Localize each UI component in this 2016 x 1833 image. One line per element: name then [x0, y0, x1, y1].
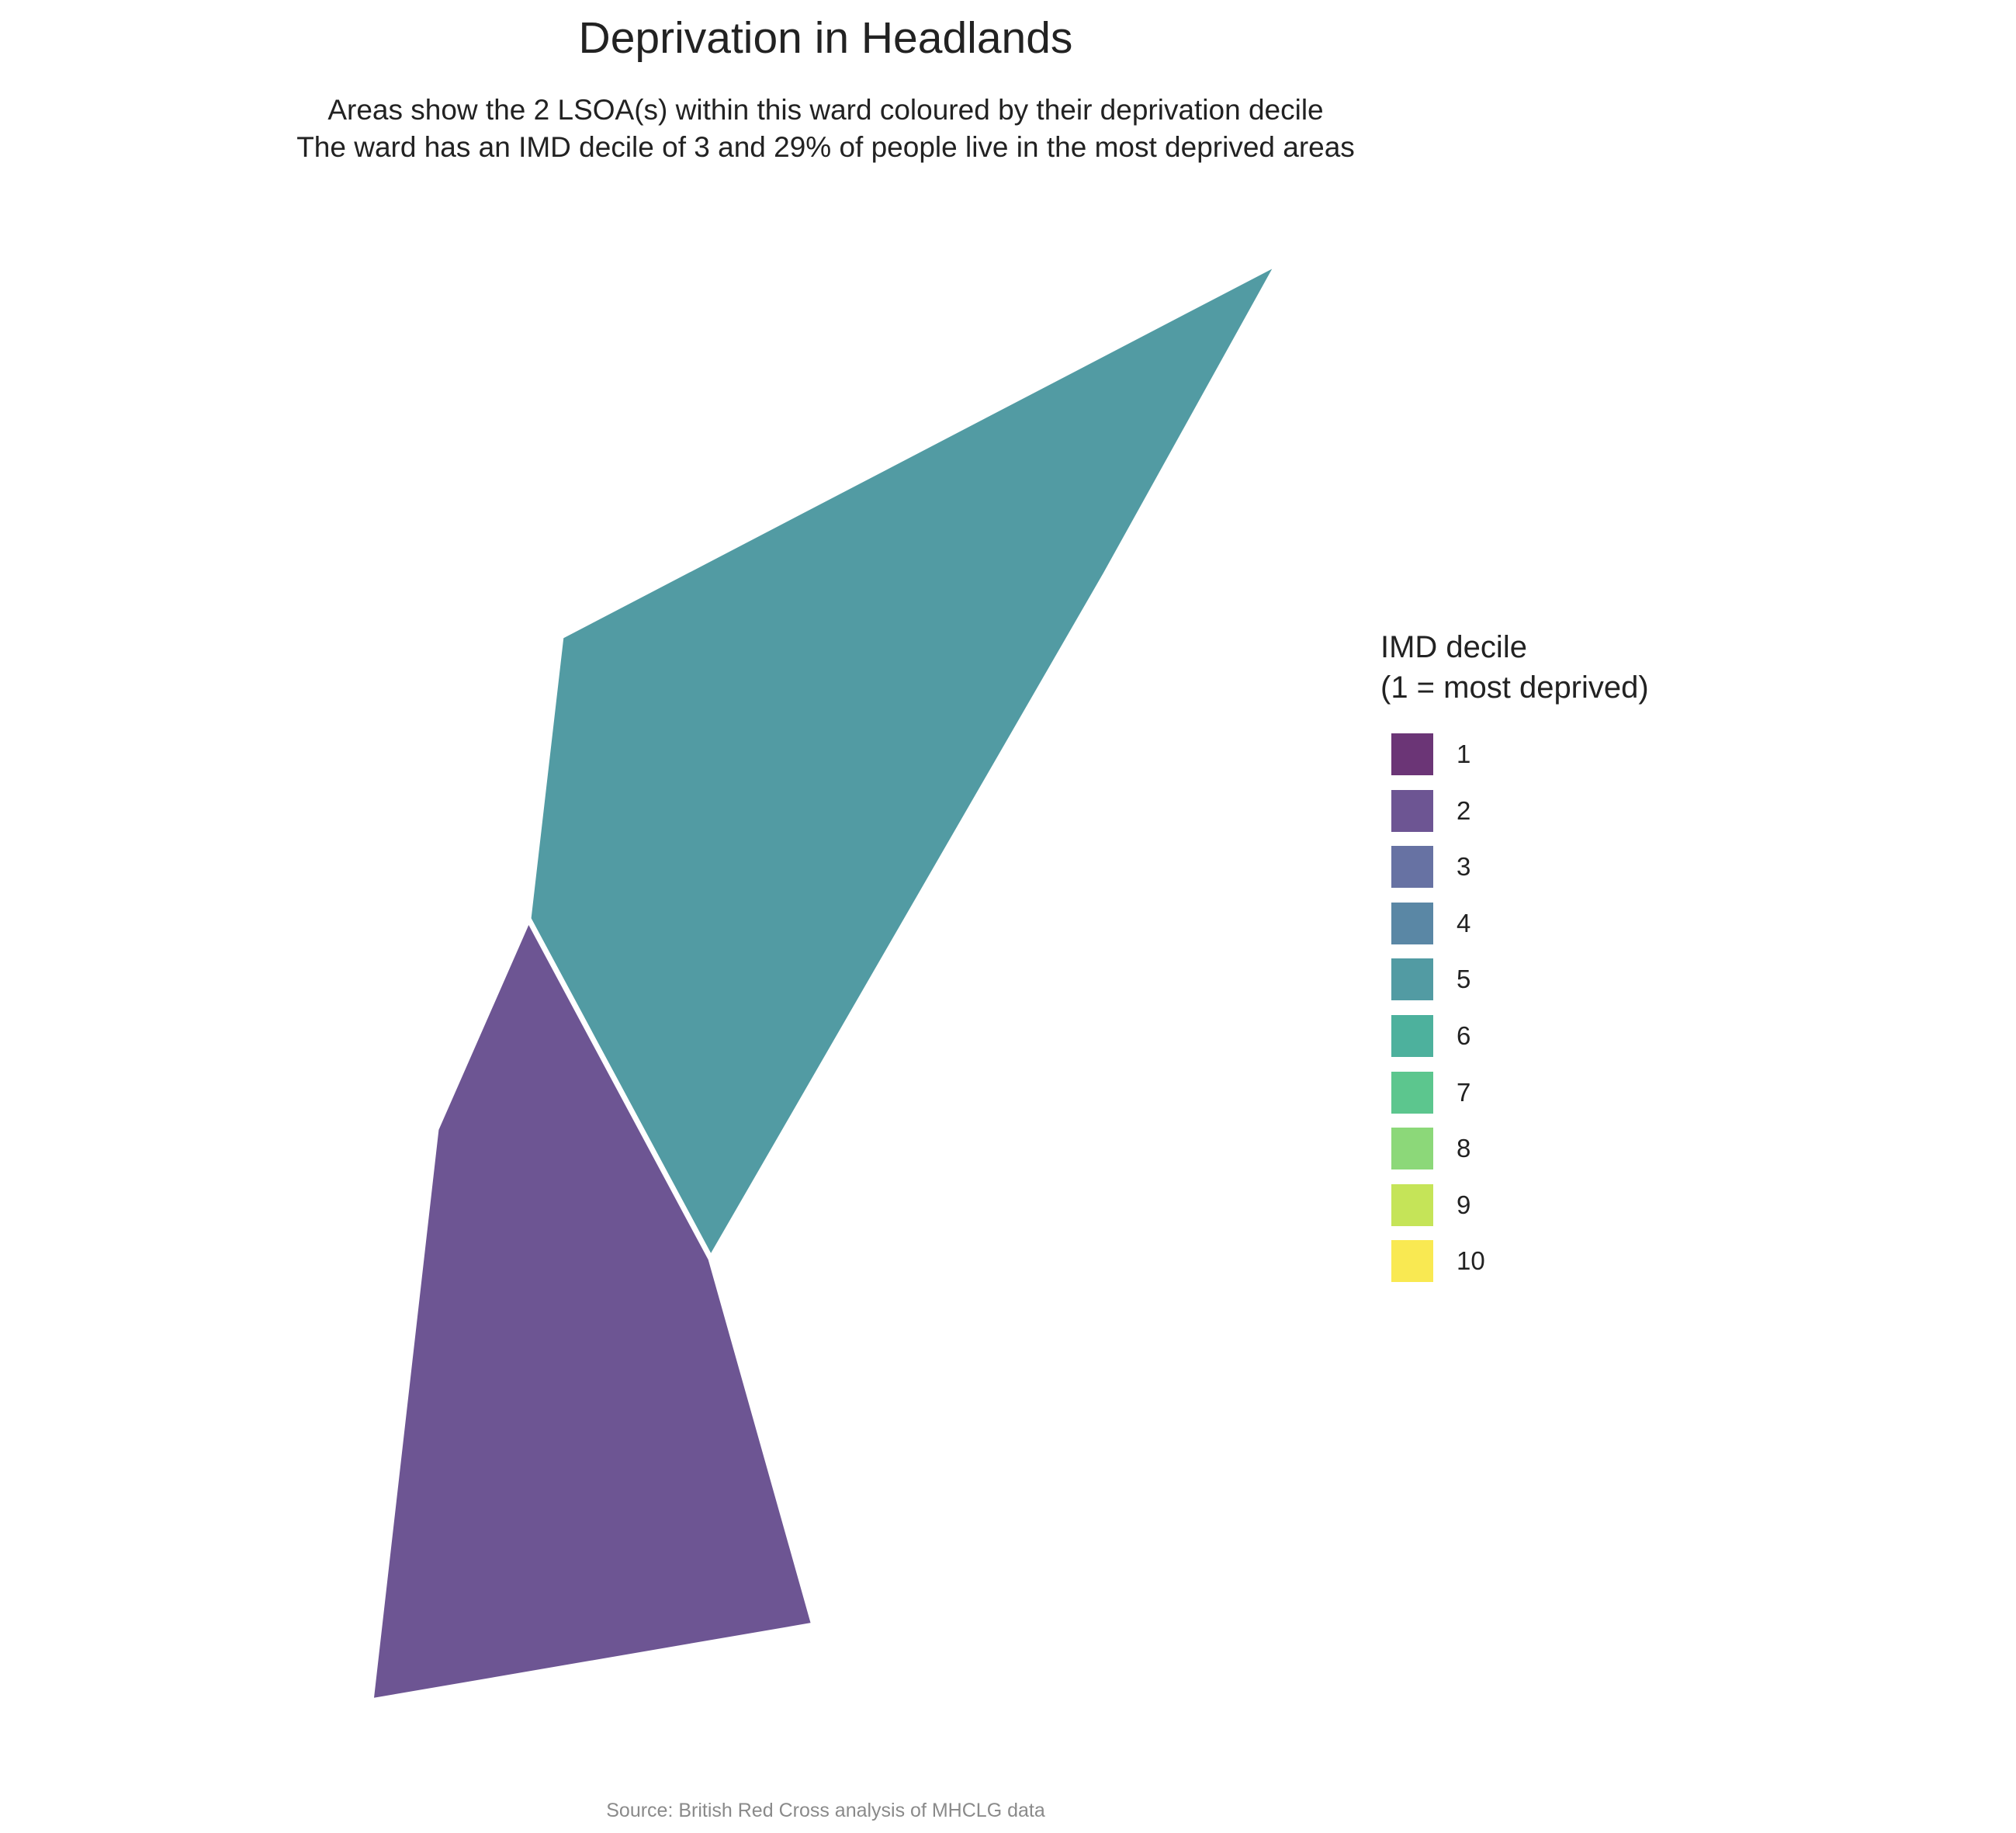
chart-subtitle: Areas show the 2 LSOA(s) within this war… — [0, 92, 1651, 166]
legend-label: 3 — [1457, 852, 1471, 882]
legend-label: 9 — [1457, 1190, 1471, 1219]
legend-swatch — [1391, 1240, 1433, 1283]
legend-item: 4 — [1380, 897, 1649, 954]
legend-swatch — [1391, 733, 1433, 775]
legend-label: 1 — [1457, 740, 1471, 768]
legend-label: 8 — [1457, 1134, 1471, 1163]
legend-label: 2 — [1457, 795, 1471, 825]
legend-item: 5 — [1380, 953, 1649, 1010]
legend-item: 7 — [1380, 1066, 1649, 1123]
legend-item: 2 — [1380, 785, 1649, 841]
legend-swatch — [1391, 958, 1433, 1001]
legend-swatch — [1391, 1128, 1433, 1170]
legend-title: IMD decile (1 = most deprived) — [1380, 627, 1649, 708]
legend-item: 10 — [1380, 1235, 1649, 1291]
legend-item: 8 — [1380, 1122, 1649, 1179]
legend-label: 7 — [1457, 1077, 1471, 1107]
legend-item: 6 — [1380, 1010, 1649, 1066]
source-caption: Source: British Red Cross analysis of MH… — [606, 1800, 1045, 1821]
subtitle-line-1: Areas show the 2 LSOA(s) within this war… — [327, 94, 1324, 126]
chart-title: Deprivation in Headlands — [578, 13, 1073, 63]
legend-label: 10 — [1457, 1246, 1485, 1276]
legend-title-line-1: IMD decile — [1380, 630, 1527, 664]
legend: IMD decile (1 = most deprived) 1 2 3 4 5… — [1380, 627, 1649, 1291]
lsoa-area-decile-5[interactable] — [525, 259, 1282, 1262]
lsoa-area-decile-2[interactable] — [368, 916, 817, 1704]
legend-items: 1 2 3 4 5 6 7 8 9 10 — [1380, 728, 1649, 1291]
legend-label: 5 — [1457, 965, 1471, 994]
legend-swatch — [1391, 846, 1433, 889]
legend-swatch — [1391, 789, 1433, 832]
legend-swatch — [1391, 902, 1433, 944]
legend-swatch — [1391, 1071, 1433, 1114]
legend-label: 4 — [1457, 908, 1471, 937]
legend-swatch — [1391, 1014, 1433, 1057]
legend-item: 9 — [1380, 1179, 1649, 1235]
legend-item: 3 — [1380, 840, 1649, 897]
legend-item: 1 — [1380, 728, 1649, 785]
legend-swatch — [1391, 1183, 1433, 1226]
legend-label: 6 — [1457, 1020, 1471, 1050]
legend-title-line-2: (1 = most deprived) — [1380, 670, 1649, 705]
subtitle-line-2: The ward has an IMD decile of 3 and 29% … — [296, 131, 1355, 163]
